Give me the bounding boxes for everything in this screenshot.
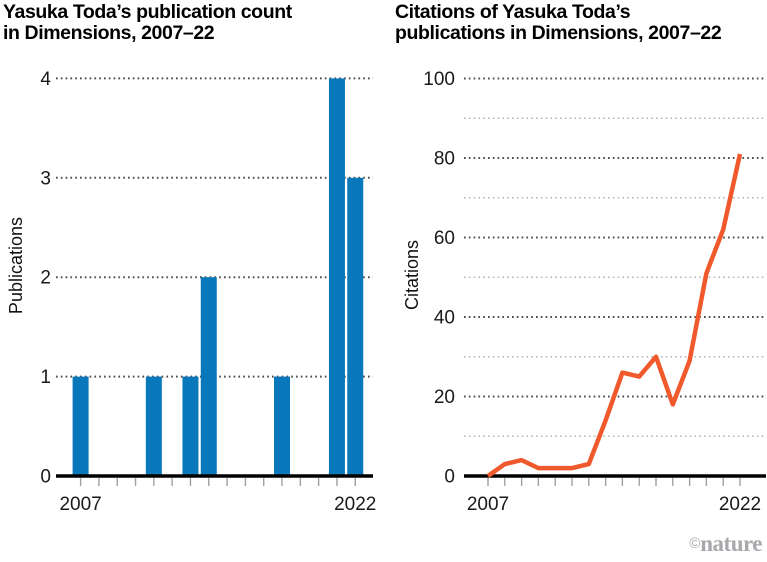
nature-credit: ©nature <box>689 531 762 557</box>
left-chart-title: Yasuka Toda’s publication count in Dimen… <box>3 2 292 44</box>
y-tick-label: 4 <box>40 69 51 90</box>
y-tick-label: 2 <box>40 268 51 289</box>
y-tick-label: 40 <box>434 308 455 329</box>
left-chart-title-line1: Yasuka Toda’s publication count <box>3 1 292 23</box>
nature-logo: nature <box>700 531 762 556</box>
right-chart-title: Citations of Yasuka Toda’s publications … <box>395 1 722 44</box>
bar-2021 <box>328 78 345 477</box>
right-chart-title-line2: publications in Dimensions, 2007–22 <box>395 22 722 44</box>
bar-2011 <box>145 376 162 476</box>
citations-line <box>486 153 743 478</box>
bar-2022 <box>347 177 364 477</box>
bar-2018 <box>274 376 291 476</box>
left-chart-title-line2: in Dimensions, 2007–22 <box>3 22 215 44</box>
y-tick-label: 0 <box>40 467 51 488</box>
x-tick-label: 2022 <box>334 494 376 515</box>
bar-2013 <box>182 376 199 476</box>
x-tick-label: 2007 <box>467 494 509 515</box>
y-tick-label: 80 <box>434 149 455 170</box>
y-tick-label: 0 <box>444 467 455 488</box>
y-tick-label: 60 <box>434 228 455 249</box>
y-tick-label: 100 <box>423 69 455 90</box>
x-tick-label: 2022 <box>719 494 761 515</box>
bar-2007 <box>72 376 89 476</box>
right-chart-title-line1: Citations of Yasuka Toda’s <box>395 1 631 23</box>
y-tick-label: 20 <box>434 387 455 408</box>
x-tick-label: 2007 <box>59 494 101 515</box>
y-tick-label: 3 <box>40 168 51 189</box>
bar-2014 <box>200 277 217 476</box>
copyright-icon: © <box>689 535 701 552</box>
y-tick-label: 1 <box>40 367 51 388</box>
